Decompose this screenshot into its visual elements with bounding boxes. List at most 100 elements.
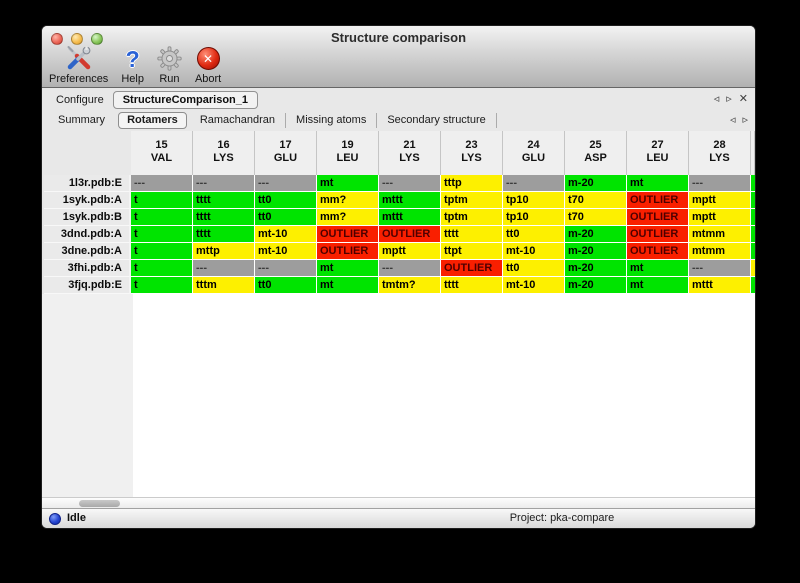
run-button[interactable]: Run [157, 45, 182, 85]
row-label[interactable]: 1l3r.pdb:E [44, 175, 131, 192]
table-cell[interactable]: mt [317, 277, 379, 294]
table-cell[interactable]: OUTLIER [317, 243, 379, 260]
table-cell[interactable]: t [131, 192, 193, 209]
row-label[interactable]: 3dnd.pdb:A [44, 226, 131, 243]
table-cell[interactable]: tt0 [503, 260, 565, 277]
table-cell[interactable]: --- [503, 175, 565, 192]
table-cell[interactable]: m-20 [565, 277, 627, 294]
table-cell[interactable]: tt0 [503, 226, 565, 243]
table-cell[interactable]: tttt [193, 226, 255, 243]
table-cell[interactable]: ttpt [441, 243, 503, 260]
table-cell[interactable]: mt [317, 260, 379, 277]
table-cell[interactable]: m-20 [565, 260, 627, 277]
nav-forward-icon[interactable]: ▹ [726, 93, 732, 105]
table-cell[interactable]: mtmm [689, 243, 751, 260]
table-cell[interactable]: mptt [689, 209, 751, 226]
tab-missing-atoms[interactable]: Missing atoms [286, 112, 378, 128]
nav-back-icon[interactable]: ◃ [713, 93, 720, 105]
table-cell[interactable]: mt-10 [255, 226, 317, 243]
table-cell[interactable]: OUTLIER [379, 226, 441, 243]
table-cell[interactable]: OUTLIER [627, 209, 689, 226]
table-cell[interactable]: mt-10 [255, 243, 317, 260]
table-cell[interactable]: mttp [193, 243, 255, 260]
table-cell[interactable]: tp10 [503, 192, 565, 209]
column-header[interactable]: 23 LYS [441, 131, 503, 175]
minimize-window-button[interactable] [71, 33, 83, 45]
table-cell[interactable]: mtmm [689, 226, 751, 243]
table-cell[interactable]: mptt [379, 243, 441, 260]
table-cell[interactable]: tt0 [255, 277, 317, 294]
row-label[interactable]: 3fjq.pdb:E [44, 277, 131, 294]
table-cell[interactable]: --- [255, 260, 317, 277]
table-cell[interactable]: mt [627, 277, 689, 294]
row-label[interactable]: 1syk.pdb:A [44, 192, 131, 209]
table-cell[interactable]: m-20 [565, 226, 627, 243]
row-label[interactable]: 1syk.pdb:B [44, 209, 131, 226]
table-cell[interactable]: tt0 [255, 209, 317, 226]
row-label[interactable]: 3dne.pdb:A [44, 243, 131, 260]
close-tab-icon[interactable]: ✕ [738, 93, 748, 105]
table-cell[interactable]: tttt [441, 277, 503, 294]
table-cell[interactable]: t [131, 277, 193, 294]
column-header[interactable]: 27 LEU [627, 131, 689, 175]
column-header[interactable]: 17 GLU [255, 131, 317, 175]
tab-secondary-structure[interactable]: Secondary structure [377, 112, 497, 128]
table-cell[interactable]: --- [193, 175, 255, 192]
table-cell[interactable]: mm? [317, 192, 379, 209]
column-header[interactable]: 16 LYS [193, 131, 255, 175]
row-label[interactable]: 3fhi.pdb:A [44, 260, 131, 277]
table-cell[interactable]: --- [379, 175, 441, 192]
column-header[interactable]: 25 ASP [565, 131, 627, 175]
table-cell[interactable]: OUTLIER [627, 226, 689, 243]
column-header[interactable]: 19 LEU [317, 131, 379, 175]
table-cell[interactable]: tt0 [255, 192, 317, 209]
preferences-button[interactable]: Preferences [49, 45, 108, 85]
column-header[interactable]: 24 GLU [503, 131, 565, 175]
table-cell[interactable]: --- [131, 175, 193, 192]
table-cell[interactable]: tttt [193, 192, 255, 209]
table-cell[interactable]: tttt [441, 226, 503, 243]
table-cell[interactable]: m-20 [565, 175, 627, 192]
table-cell[interactable]: mt [627, 175, 689, 192]
table-cell[interactable]: tttm [193, 277, 255, 294]
table-cell[interactable]: OUTLIER [627, 192, 689, 209]
table-cell[interactable]: --- [689, 175, 751, 192]
column-header[interactable]: 15 VAL [131, 131, 193, 175]
table-cell[interactable]: mttt [689, 277, 751, 294]
tab-rotamers[interactable]: Rotamers [118, 111, 187, 129]
horizontal-scrollbar[interactable] [42, 497, 755, 508]
nav-forward-icon[interactable]: ▹ [742, 113, 748, 126]
table-cell[interactable]: t [131, 209, 193, 226]
table-cell[interactable]: OUTLIER [317, 226, 379, 243]
table-cell[interactable]: mttt [379, 209, 441, 226]
table-cell[interactable]: --- [379, 260, 441, 277]
help-button[interactable]: ? Help [121, 45, 144, 86]
table-cell[interactable]: tmtm? [379, 277, 441, 294]
tab-summary[interactable]: Summary [58, 113, 106, 126]
table-cell[interactable]: t70 [565, 192, 627, 209]
table-cell[interactable]: mttt [379, 192, 441, 209]
table-cell[interactable]: t [131, 226, 193, 243]
table-cell[interactable]: t [131, 260, 193, 277]
abort-button[interactable]: ✕ Abort [195, 45, 221, 85]
table-cell[interactable]: mptt [689, 192, 751, 209]
zoom-window-button[interactable] [91, 33, 103, 45]
table-cell[interactable]: mt-10 [503, 277, 565, 294]
table-cell[interactable]: t [131, 243, 193, 260]
configuration-tab[interactable]: StructureComparison_1 [112, 90, 259, 109]
column-header[interactable]: 28 LYS [689, 131, 751, 175]
table-cell[interactable]: tttp [441, 175, 503, 192]
table-cell[interactable]: mt [317, 175, 379, 192]
table-cell[interactable]: tptm [441, 209, 503, 226]
table-cell[interactable]: mt-10 [503, 243, 565, 260]
table-cell[interactable]: OUTLIER [441, 260, 503, 277]
table-cell[interactable]: tptm [441, 192, 503, 209]
tab-ramachandran[interactable]: Ramachandran [190, 112, 287, 128]
table-cell[interactable]: --- [255, 175, 317, 192]
table-cell[interactable]: --- [689, 260, 751, 277]
table-cell[interactable]: mt [627, 260, 689, 277]
table-cell[interactable]: --- [193, 260, 255, 277]
table-cell[interactable]: tp10 [503, 209, 565, 226]
close-window-button[interactable] [51, 33, 63, 45]
nav-back-icon[interactable]: ◃ [729, 113, 736, 126]
